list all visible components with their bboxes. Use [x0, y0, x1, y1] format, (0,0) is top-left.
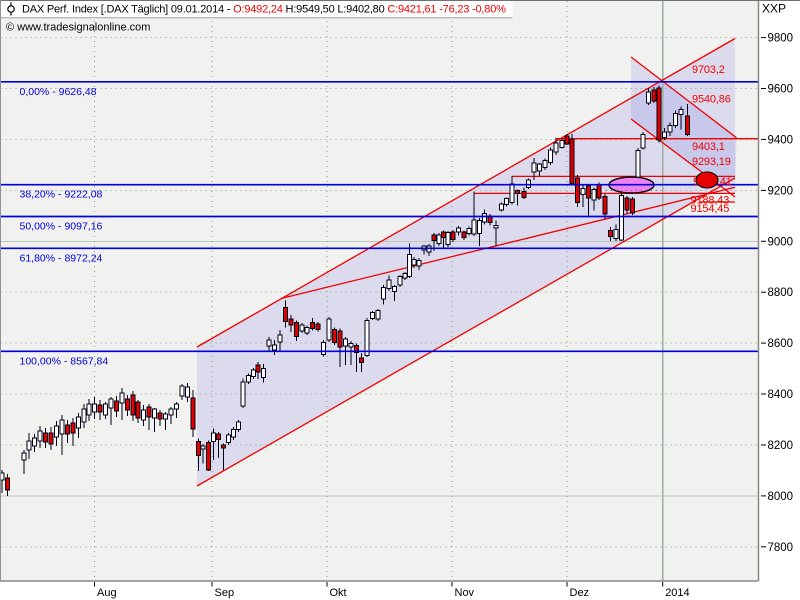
svg-text:Nov: Nov — [455, 587, 475, 599]
svg-text:8600: 8600 — [768, 338, 794, 350]
svg-text:9154,45: 9154,45 — [691, 203, 730, 215]
svg-text:8200: 8200 — [768, 440, 794, 452]
svg-text:9540,86: 9540,86 — [692, 94, 731, 106]
svg-text:9703,2: 9703,2 — [692, 64, 725, 76]
svg-text:9000: 9000 — [768, 236, 794, 248]
svg-text:9200: 9200 — [768, 185, 794, 197]
svg-text:9188,43: 9188,43 — [691, 195, 730, 207]
svg-text:9400: 9400 — [768, 134, 794, 146]
svg-text:© www.tradesignalonline.com: © www.tradesignalonline.com — [6, 22, 150, 34]
svg-text:50,00% - 9097,16: 50,00% - 9097,16 — [20, 221, 103, 233]
svg-text:XXP: XXP — [762, 2, 786, 16]
svg-text:38,20% - 9222,08: 38,20% - 9222,08 — [20, 189, 103, 201]
svg-text:8000: 8000 — [768, 491, 794, 503]
svg-text:DAX Perf. Index [.DAX Täglich: DAX Perf. Index [.DAX Täglich] 09.01.201… — [22, 4, 506, 16]
svg-text:0,00% - 9626,48: 0,00% - 9626,48 — [20, 86, 97, 98]
svg-text:9600: 9600 — [768, 84, 794, 96]
svg-text:Dez: Dez — [570, 587, 590, 599]
svg-text:8800: 8800 — [768, 287, 794, 299]
svg-text:Okt: Okt — [330, 587, 347, 599]
svg-text:Sep: Sep — [215, 587, 235, 599]
svg-text:9800: 9800 — [768, 33, 794, 45]
svg-text:Aug: Aug — [97, 587, 117, 599]
svg-text:2014: 2014 — [665, 587, 689, 599]
svg-text:100,00% - 8567,84: 100,00% - 8567,84 — [20, 355, 109, 367]
svg-text:8400: 8400 — [768, 389, 794, 401]
svg-text:9403,1: 9403,1 — [692, 141, 725, 153]
svg-text:61,80% - 8972,24: 61,80% - 8972,24 — [20, 252, 103, 264]
svg-text:7800: 7800 — [768, 542, 794, 554]
svg-text:9293,19: 9293,19 — [692, 156, 731, 168]
